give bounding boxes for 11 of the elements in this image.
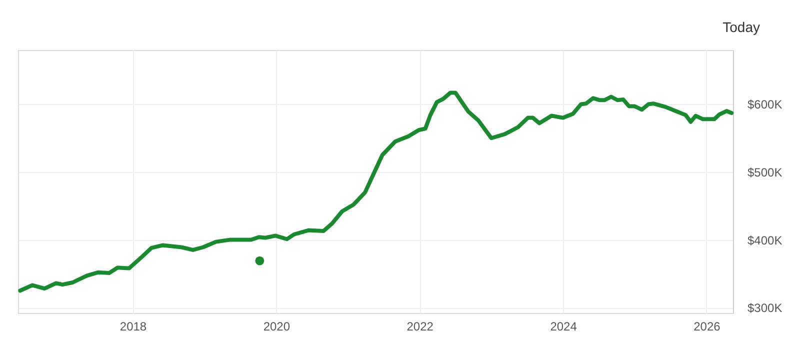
x-tick-label: 2020 <box>263 320 290 334</box>
text: Today <box>722 19 760 35</box>
x-tick-label: 2026 <box>694 320 721 334</box>
x-tick-label: 2024 <box>550 320 578 334</box>
line-series <box>18 90 734 293</box>
y-tick-label: $600K <box>748 98 782 112</box>
y-tick-label: $500K <box>748 166 782 180</box>
x-tick-label: 2022 <box>406 320 434 334</box>
y-tick-label: $400K <box>748 233 782 248</box>
y-tick-label: $300K <box>748 301 782 316</box>
x-tick-label: 2018 <box>120 320 147 334</box>
